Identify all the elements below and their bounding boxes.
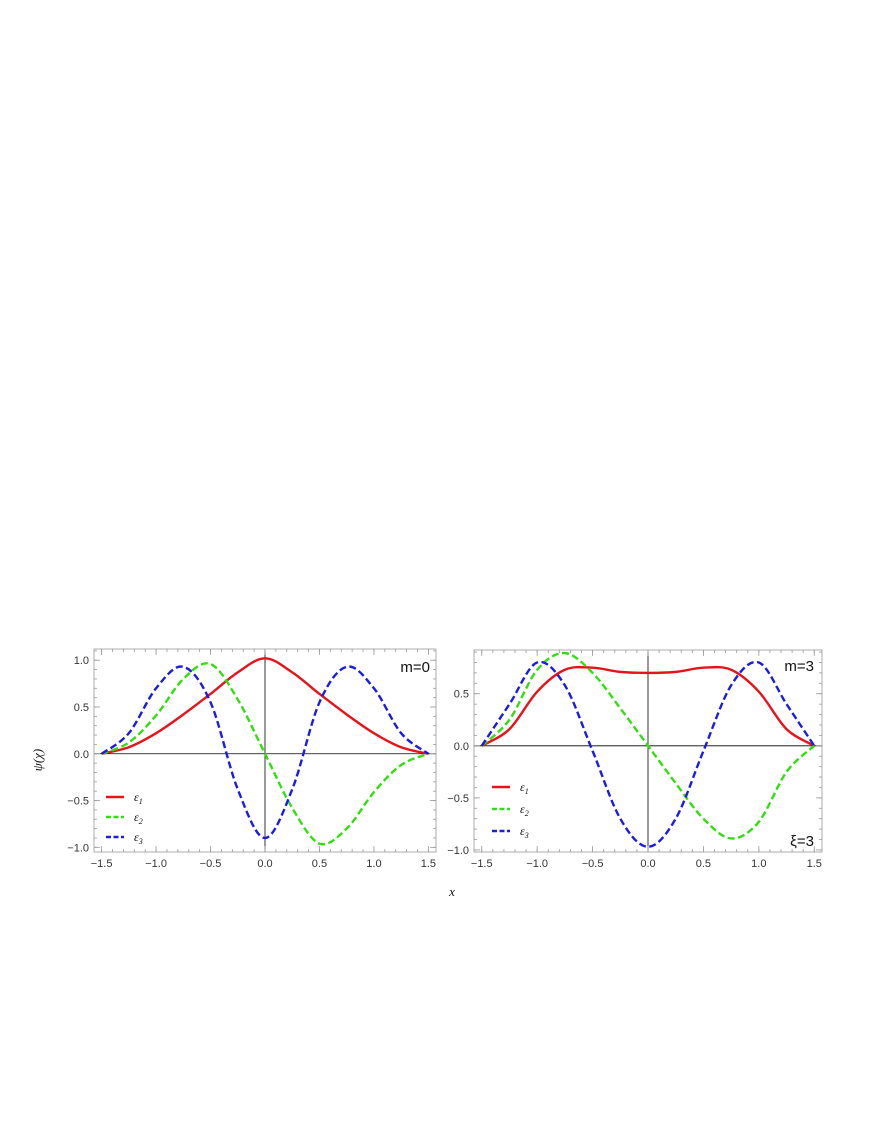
x-tick-label: −1.5 (91, 858, 113, 870)
y-tick-label: 1.0 (74, 655, 89, 667)
y-tick-label: 0.5 (74, 702, 89, 714)
x-axis-label: x (448, 884, 455, 899)
y-tick-label: −0.5 (447, 793, 469, 805)
legend-symbol: ε (520, 824, 525, 838)
panel-annotation: m=0 (400, 659, 430, 676)
x-tick-label: −1.0 (526, 858, 548, 870)
legend-symbol: ε (134, 790, 139, 804)
x-tick-label: 0.5 (312, 858, 327, 870)
left-panel-m0: −1.5 −1.0 −0.5 0.0 0.5 1.0 1.51.00.50.0−0.5−1.… (30, 648, 437, 870)
y-axis-label: ψ(χ) (30, 749, 45, 771)
legend-label: ε1 (520, 780, 529, 796)
legend-label: ε1 (134, 790, 143, 806)
legend-subscript: 1 (139, 797, 143, 806)
y-tick-label: −0.5 (67, 796, 89, 808)
legend-subscript: 3 (524, 831, 529, 840)
legend-label: ε2 (520, 802, 529, 818)
x-tick-label: 1.0 (366, 858, 381, 870)
legend-label: ε3 (134, 830, 143, 846)
y-tick-label: 0.0 (454, 741, 469, 753)
series-line-ε1 (481, 665, 815, 747)
x-tick-label: −1.5 (471, 858, 493, 870)
x-tick-label: −1.0 (145, 858, 167, 870)
y-tick-label: 0.0 (74, 749, 89, 761)
x-tick-label: −0.5 (582, 858, 604, 870)
panel-annotation: m=3 (784, 658, 814, 675)
y-tick-label: −1.0 (447, 845, 469, 857)
x-tick-label: 0.5 (696, 858, 711, 870)
legend-subscript: 2 (525, 809, 529, 818)
legend-symbol: ε (520, 802, 525, 816)
legend-label: ε2 (134, 810, 143, 826)
series-line-ε2 (480, 651, 816, 840)
legend-symbol: ε (520, 780, 525, 794)
panel-annotation-xi: ξ=3 (790, 833, 814, 850)
series-line-ε1 (101, 657, 429, 755)
legend-subscript: 1 (525, 787, 529, 796)
x-tick-label: 1.5 (421, 858, 436, 870)
legend-symbol: ε (134, 830, 139, 844)
series-line-ε3 (480, 660, 816, 848)
series-line-ε2 (101, 662, 429, 846)
x-tick-label: 0.0 (257, 858, 272, 870)
right-panel-m3: −1.5 −1.0 −0.5 0.0 0.5 1.0 1.50.50.0−0.5−1.0ε1… (447, 649, 823, 870)
legend-subscript: 3 (138, 837, 143, 846)
legend-symbol: ε (134, 810, 139, 824)
legend-label: ε3 (520, 824, 529, 840)
y-tick-label: 0.5 (454, 689, 469, 701)
legend-subscript: 2 (139, 817, 143, 826)
x-tick-label: −0.5 (200, 858, 222, 870)
series-line-ε3 (100, 665, 430, 840)
x-tick-label: 0.0 (640, 858, 655, 870)
y-tick-label: −1.0 (67, 842, 89, 854)
x-tick-label: 1.0 (751, 858, 766, 870)
x-tick-label: 1.5 (807, 858, 822, 870)
